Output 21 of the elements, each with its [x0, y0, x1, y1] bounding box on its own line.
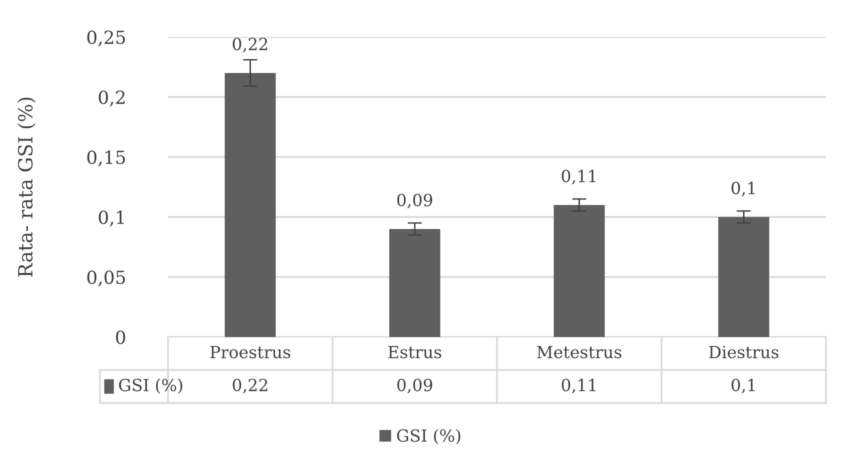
y-tick-label: 0,2 — [98, 90, 125, 106]
data-label: 0,1 — [732, 378, 755, 394]
y-tick-label: 0,25 — [87, 30, 125, 46]
x-tick-label: Estrus — [388, 346, 442, 358]
text: GSI (%) — [397, 428, 460, 444]
y-axis-title: Rata- rata GSI (%) — [18, 98, 36, 277]
data-label: 0,22 — [232, 378, 268, 394]
legend-label: GSI (%) — [119, 378, 182, 394]
text: 0,22 — [232, 38, 268, 52]
text: 0,09 — [397, 194, 432, 208]
x-tick-label: Diestrus — [709, 346, 778, 358]
y-tick-label: 0,1 — [98, 210, 124, 226]
y-tick-label: 0,05 — [87, 270, 125, 286]
text: 0,11 — [562, 170, 596, 184]
y-tick-label: 0,15 — [87, 150, 125, 166]
text: 0,1 — [732, 182, 755, 196]
x-tick-label: Proestrus — [210, 346, 290, 358]
data-label: 0,11 — [562, 378, 596, 394]
y-tick-label: 0 — [116, 330, 126, 344]
x-tick-label: Metestrus — [537, 346, 622, 358]
data-label: 0,09 — [397, 378, 432, 394]
